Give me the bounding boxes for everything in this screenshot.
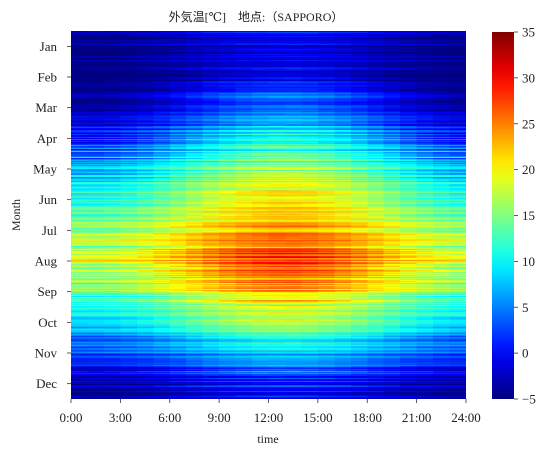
- y-tick-label: Oct: [38, 315, 57, 330]
- colorbar-tick-label: 25: [522, 116, 535, 131]
- x-tick-label: 9:00: [208, 410, 231, 425]
- colorbar-ticks: 35 30 25 20 15 10 5 0 −5: [514, 25, 536, 407]
- y-tick-label: Aug: [35, 254, 58, 269]
- colorbar-tick-label: 10: [522, 254, 535, 269]
- y-tick-label: Jun: [39, 192, 58, 207]
- y-tick-label: Jul: [42, 223, 58, 238]
- y-tick-label: Dec: [36, 376, 57, 391]
- colorbar: [492, 32, 514, 399]
- colorbar-tick-label: −5: [522, 392, 536, 407]
- colorbar-tick-label: 15: [522, 208, 535, 223]
- heatmap-image: [71, 31, 466, 399]
- x-tick-label: 15:00: [303, 410, 333, 425]
- x-tick-label: 18:00: [352, 410, 382, 425]
- x-tick-label: 24:00: [451, 410, 481, 425]
- x-tick-label: 21:00: [402, 410, 432, 425]
- y-tick-label: Mar: [35, 100, 57, 115]
- y-axis-label: Month: [9, 199, 23, 231]
- colorbar-tick-label: 0: [522, 346, 529, 361]
- x-tick-label: 6:00: [158, 410, 181, 425]
- x-tick-label: 3:00: [109, 410, 132, 425]
- y-tick-label: Nov: [35, 346, 58, 361]
- colorbar-tick-label: 20: [522, 162, 535, 177]
- x-tick-label: 0:00: [59, 410, 82, 425]
- x-axis-label: time: [257, 432, 278, 446]
- x-tick-label: 12:00: [254, 410, 284, 425]
- y-tick-label: Apr: [37, 131, 58, 146]
- chart-title: 外気温[℃] 地点:（SAPPORO）: [169, 9, 344, 24]
- y-tick-label: Sep: [38, 284, 58, 299]
- colorbar-tick-label: 5: [522, 300, 529, 315]
- y-axis-ticks: Jan Feb Mar Apr May Jun Jul Aug Sep Oct Nov Dec: [33, 39, 71, 391]
- colorbar-tick-label: 35: [522, 25, 535, 40]
- heatmap-cells: [71, 31, 466, 399]
- y-tick-label: Feb: [38, 70, 58, 85]
- y-tick-label: Jan: [40, 39, 58, 54]
- y-tick-label: May: [33, 162, 57, 177]
- x-axis-ticks: 0:00 3:00 6:00 9:00 12:00 15:00 18:00 21:00 24:0…: [59, 399, 481, 425]
- colorbar-tick-label: 30: [522, 70, 535, 85]
